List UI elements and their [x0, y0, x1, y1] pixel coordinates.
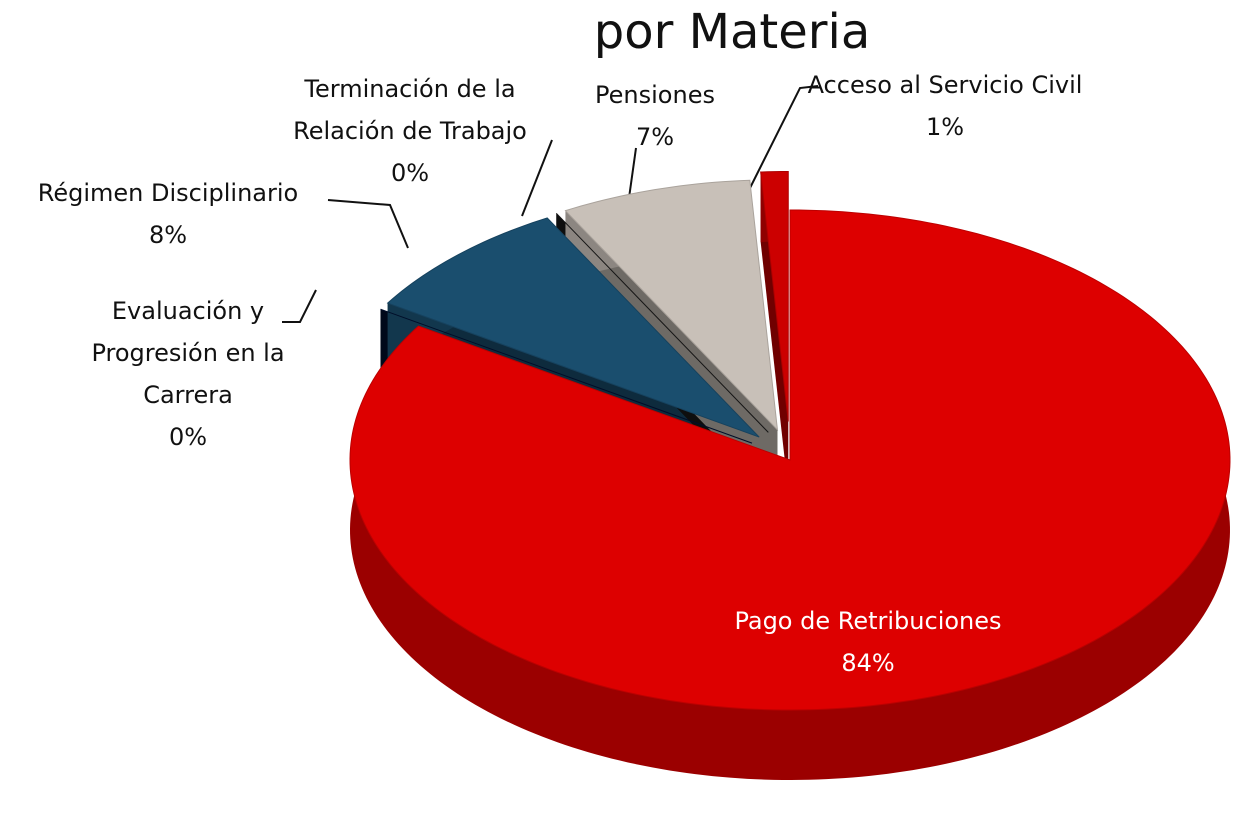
label-name: Evaluación y Progresión en la Carrera	[91, 297, 285, 409]
data-label: Terminación de la Relación de Trabajo 0%	[260, 68, 560, 194]
pie-wall	[760, 172, 789, 492]
leader-lines	[282, 85, 819, 323]
data-label: Pensiones 7%	[555, 74, 755, 158]
label-value: 84%	[841, 649, 895, 677]
pie-slice	[349, 209, 1231, 711]
label-value: 0%	[168, 423, 208, 451]
data-label: Evaluación y Progresión en la Carrera 0%	[58, 290, 318, 458]
data-label: Pago de Retribuciones 84%	[658, 600, 1078, 684]
label-name: Pago de Retribuciones	[734, 607, 1002, 635]
label-name: Régimen Disciplinario	[37, 179, 299, 207]
label-value: 0%	[390, 159, 430, 187]
pie-slice	[380, 308, 753, 444]
label-name: Acceso al Servicio Civil	[807, 71, 1083, 99]
chart-title: por Materia	[594, 4, 871, 60]
label-name: Pensiones	[595, 81, 715, 109]
leader-line	[327, 199, 409, 249]
pie-slice	[760, 171, 789, 422]
pie-tops	[349, 171, 1231, 711]
leader-line	[282, 289, 317, 323]
label-name: Terminación de la Relación de Trabajo	[293, 75, 527, 145]
pie-slice	[564, 179, 779, 432]
data-label: Acceso al Servicio Civil 1%	[800, 64, 1090, 148]
label-value: 8%	[148, 221, 188, 249]
leader-line	[744, 85, 819, 199]
label-value: 7%	[635, 123, 675, 151]
label-value: 1%	[925, 113, 965, 141]
pie-slice	[386, 217, 760, 438]
leader-line	[521, 139, 553, 217]
data-label: Régimen Disciplinario 8%	[0, 172, 338, 256]
